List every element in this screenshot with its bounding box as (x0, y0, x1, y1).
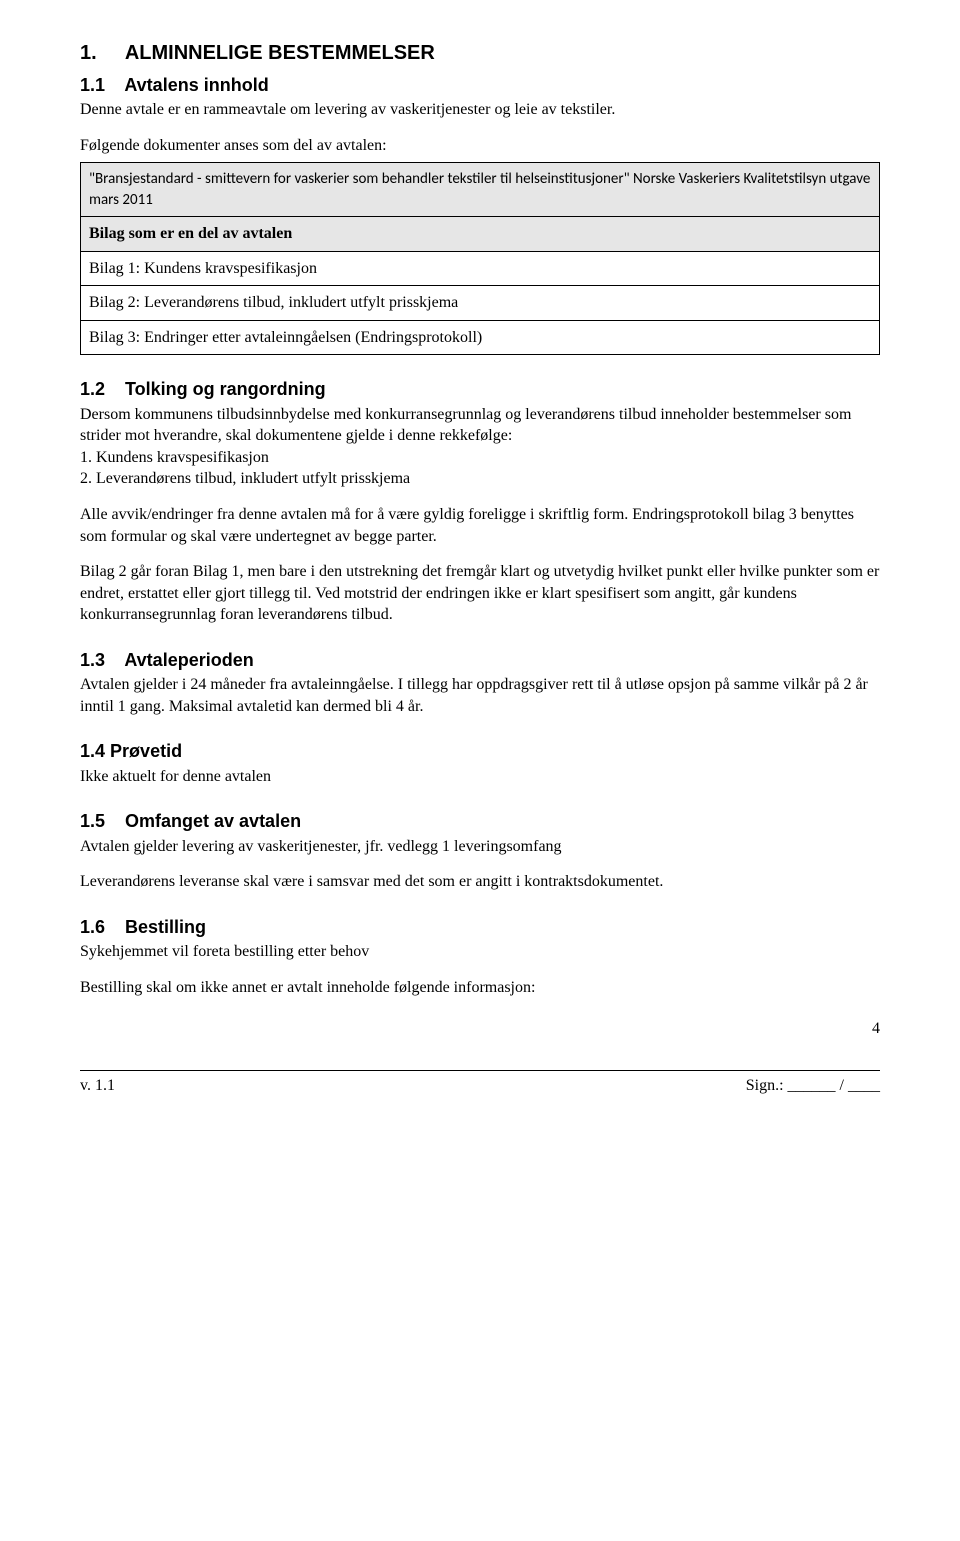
section-1-6-p1: Sykehjemmet vil foreta bestilling etter … (80, 941, 880, 963)
section-1-6-number: 1.6 (80, 915, 120, 939)
footer-version: v. 1.1 (80, 1075, 115, 1097)
footer-signature: Sign.: ______ / ____ (746, 1075, 880, 1097)
section-1-3-heading: 1.3 Avtaleperioden (80, 648, 880, 672)
section-1-2-li1: 1. Kundens kravspesifikasjon (80, 447, 880, 469)
table-row: Bilag 1: Kundens kravspesifikasjon (81, 251, 880, 286)
section-1-2-p2: Alle avvik/endringer fra denne avtalen m… (80, 504, 880, 547)
section-1-heading: 1. ALMINNELIGE BESTEMMELSER (80, 40, 880, 67)
table-row: Bilag 3: Endringer etter avtaleinngåelse… (81, 320, 880, 355)
table-row: "Bransjestandard - smittevern for vasker… (81, 163, 880, 217)
table-row: Bilag som er en del av avtalen (81, 216, 880, 251)
section-1-5-heading: 1.5 Omfanget av avtalen (80, 809, 880, 833)
section-1-4-heading: 1.4 Prøvetid (80, 739, 880, 763)
section-1-1-heading: 1.1 Avtalens innhold (80, 73, 880, 97)
section-1-5-p1: Avtalen gjelder levering av vaskeritjene… (80, 836, 880, 858)
section-1-4-number: 1.4 (80, 741, 105, 761)
section-1-1-lead: Følgende dokumenter anses som del av avt… (80, 135, 880, 157)
section-1-2-p1: Dersom kommunens tilbudsinnbydelse med k… (80, 404, 880, 447)
section-1-6-title: Bestilling (125, 917, 206, 937)
section-1-title: ALMINNELIGE BESTEMMELSER (125, 42, 435, 64)
section-1-2-p3: Bilag 2 går foran Bilag 1, men bare i de… (80, 561, 880, 626)
section-1-5-title: Omfanget av avtalen (125, 811, 301, 831)
section-1-6-p2: Bestilling skal om ikke annet er avtalt … (80, 977, 880, 999)
section-1-5-p2: Leverandørens leveranse skal være i sams… (80, 871, 880, 893)
section-1-number: 1. (80, 40, 120, 67)
section-1-2-number: 1.2 (80, 377, 120, 401)
table-row: Bilag 2: Leverandørens tilbud, inkludert… (81, 286, 880, 321)
section-1-5-number: 1.5 (80, 809, 120, 833)
section-1-4-title: Prøvetid (110, 741, 182, 761)
section-1-3-p1: Avtalen gjelder i 24 måneder fra avtalei… (80, 674, 880, 717)
section-1-3-number: 1.3 (80, 648, 120, 672)
page-number: 4 (80, 1018, 880, 1040)
section-1-3-title: Avtaleperioden (124, 650, 253, 670)
section-1-2-li2: 2. Leverandørens tilbud, inkludert utfyl… (80, 468, 880, 490)
section-1-4-p1: Ikke aktuelt for denne avtalen (80, 766, 880, 788)
section-1-2-title: Tolking og rangordning (125, 379, 326, 399)
section-1-2-heading: 1.2 Tolking og rangordning (80, 377, 880, 401)
section-1-1-intro: Denne avtale er en rammeavtale om leveri… (80, 99, 880, 121)
page-footer: v. 1.1 Sign.: ______ / ____ (80, 1070, 880, 1097)
attachments-table: "Bransjestandard - smittevern for vasker… (80, 162, 880, 355)
section-1-6-heading: 1.6 Bestilling (80, 915, 880, 939)
section-1-1-title: Avtalens innhold (124, 75, 268, 95)
section-1-1-number: 1.1 (80, 73, 120, 97)
